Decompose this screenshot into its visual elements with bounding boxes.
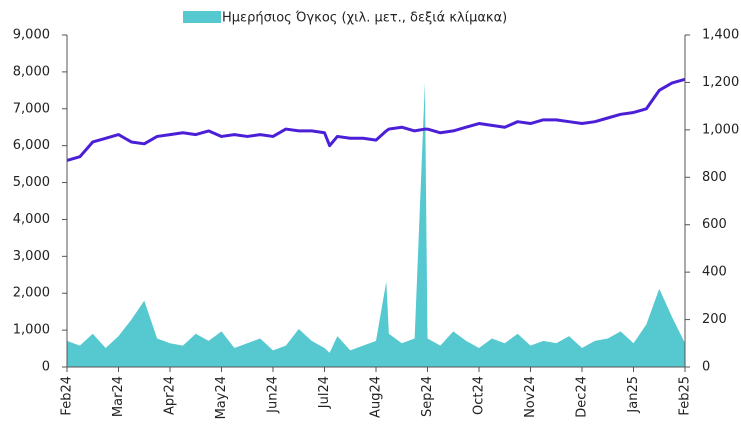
y-tick-label: 5,000 [13,175,50,190]
y-tick-label: 0 [42,360,50,375]
x-tick-label: Jun24 [266,376,281,414]
x-tick-label: Feb24 [60,376,75,416]
y2-tick-label: 200 [702,312,727,327]
y2-tick-label: 1,000 [702,122,739,137]
y-tick-label: 3,000 [13,249,50,264]
y-tick-label: 9,000 [13,28,50,43]
y2-tick-label: 400 [702,265,727,280]
x-tick-label: Oct24 [472,376,487,415]
x-tick-label: Sep24 [420,376,435,417]
x-tick-label: Jul24 [317,376,332,409]
y2-tick-label: 1,200 [702,75,739,90]
index-line [66,77,686,162]
y2-tick-label: 0 [702,360,710,375]
volume-area [67,82,685,367]
x-tick-label: Mar24 [111,376,126,417]
x-tick-label: Dec24 [575,376,590,418]
legend-swatch [183,11,221,23]
legend-label: Ημερήσιος Όγκος (χιλ. μετ., δεξιά κλίμακ… [222,11,507,26]
y-tick-label: 7,000 [13,101,50,116]
y-tick-label: 2,000 [13,286,50,301]
y2-tick-label: 800 [702,170,727,185]
x-tick-label: Nov24 [523,376,538,418]
x-tick-label: Apr24 [163,376,178,415]
y-tick-label: 1,000 [13,323,50,338]
y-tick-label: 8,000 [13,64,50,79]
y2-tick-label: 600 [702,217,727,232]
x-tick-label: May24 [214,376,229,419]
x-tick-label: Jan25 [626,376,641,414]
y-tick-label: 6,000 [13,138,50,153]
x-tick-label: Aug24 [369,376,384,418]
y-tick-label: 4,000 [13,212,50,227]
x-tick-label: Feb25 [678,376,693,416]
y2-tick-label: 1,400 [702,28,739,43]
